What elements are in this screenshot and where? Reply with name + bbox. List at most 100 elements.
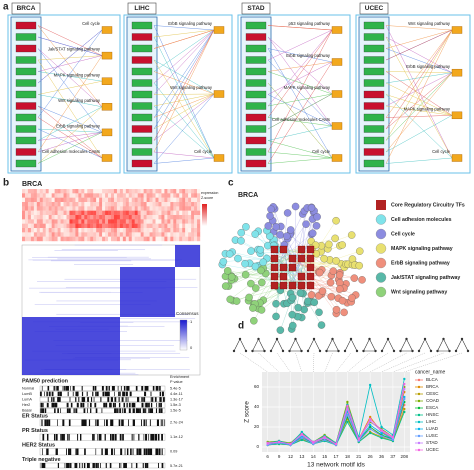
heat-cell [90, 228, 94, 233]
network-edge [296, 276, 352, 299]
track-stripe [82, 402, 85, 408]
heat-cell [93, 228, 97, 233]
track-stripe [130, 448, 132, 455]
track-stripe [66, 463, 68, 468]
subtype-label: Normal [22, 386, 34, 390]
heat-cell [128, 193, 132, 198]
edge [267, 93, 333, 130]
track-stripe [92, 391, 94, 397]
heat-cell [182, 210, 186, 216]
heat-cell [164, 228, 168, 233]
heat-cell [30, 219, 35, 224]
track-stripe [41, 463, 44, 468]
edge [153, 71, 215, 95]
track-stripe [131, 463, 133, 468]
edge [267, 151, 333, 159]
edge [37, 128, 103, 133]
track-frame [39, 462, 166, 469]
point [380, 428, 383, 432]
heat-cell [69, 232, 73, 237]
track-stripe [41, 386, 43, 391]
track-stripe [149, 419, 151, 426]
subtype-label: LumB [22, 392, 32, 396]
track-stripe [73, 408, 75, 413]
edge [385, 72, 453, 130]
heat-cell [108, 232, 112, 237]
heat-cell [75, 193, 79, 198]
gene-node [363, 44, 385, 53]
heat-cell [167, 202, 171, 207]
track-stripe [125, 397, 127, 402]
motif-node [399, 349, 402, 353]
heat-cell [78, 219, 82, 224]
heat-cell [63, 193, 67, 198]
heat-cell [105, 232, 109, 237]
heat-cell [131, 219, 135, 224]
heat-cell [57, 223, 61, 229]
pathway-node [331, 26, 343, 34]
heat-cell [24, 206, 29, 211]
heat-cell [63, 215, 67, 220]
track-stripe [160, 419, 162, 426]
track-stripe [57, 391, 60, 397]
heat-cell [81, 223, 85, 229]
heat-cell [84, 189, 88, 194]
heat-cell [30, 197, 35, 203]
heat-cell [113, 193, 118, 198]
heat-cell [69, 215, 73, 220]
pathway-label: Cell cycle [432, 149, 451, 154]
heat-cell [54, 223, 58, 229]
track-stripe [133, 434, 135, 441]
network-node [313, 213, 321, 221]
heat-cell [125, 228, 129, 233]
track-stripe [111, 448, 113, 455]
track-stripe [100, 397, 101, 402]
point [368, 415, 372, 419]
gene-node [131, 102, 153, 110]
heat-cell [60, 206, 64, 211]
heat-cell [42, 215, 46, 220]
edge [385, 105, 453, 116]
x-tick-label: 36 [379, 454, 385, 459]
expression-scale [202, 204, 207, 226]
heat-cell [72, 206, 76, 211]
heat-cell [131, 223, 135, 229]
edge [267, 61, 333, 72]
heat-cell [179, 202, 183, 207]
pathway-label: ErbB signaling pathway [406, 64, 451, 69]
point [391, 438, 395, 442]
heat-cell [27, 206, 32, 211]
heat-cell [128, 236, 132, 242]
track-stripe [155, 386, 158, 391]
heat-cell [33, 228, 38, 233]
track-stripe [52, 397, 54, 402]
track-stripe [101, 448, 103, 455]
pathway-label: MAPK signaling pathway [54, 72, 101, 77]
heat-cell [81, 215, 85, 220]
track-stripe [64, 386, 66, 391]
track-stripe [47, 386, 50, 391]
heat-cell [22, 202, 26, 207]
heat-cell [161, 197, 165, 203]
heat-cell [90, 236, 94, 242]
network-node [241, 270, 250, 279]
heat-cell [161, 202, 165, 207]
motif-node [386, 337, 390, 341]
heat-cell [161, 232, 165, 237]
legend-label: LUAD [426, 426, 439, 431]
heat-cell [143, 206, 147, 211]
heat-cell [75, 210, 79, 216]
point [277, 440, 281, 444]
edge [385, 82, 453, 116]
heat-cell [140, 197, 144, 203]
heat-cell [51, 210, 55, 216]
heat-cell [131, 232, 135, 237]
gene-node [245, 125, 267, 133]
track-stripe [128, 402, 131, 408]
heat-cell [146, 215, 150, 220]
heat-cell [131, 228, 135, 233]
network-node [332, 216, 340, 225]
heat-cell [87, 228, 91, 233]
heat-cell [188, 197, 192, 203]
heat-cell [42, 232, 46, 237]
